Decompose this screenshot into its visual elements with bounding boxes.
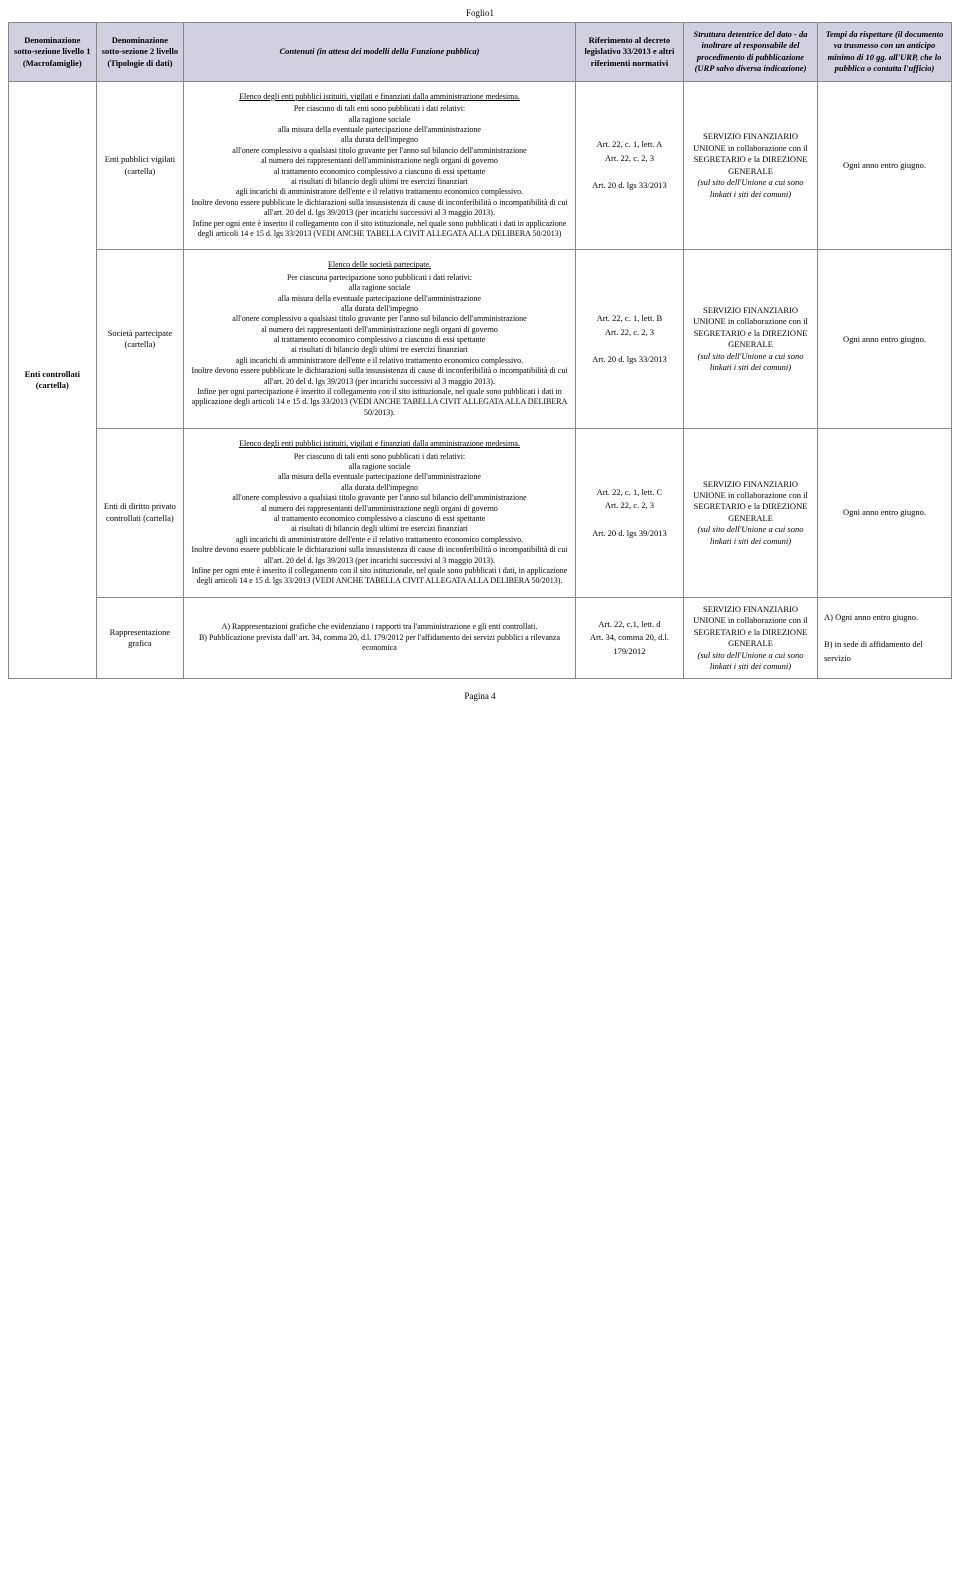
level2-cell: Società partecipate (cartella) <box>96 250 184 429</box>
content-body: A) Rappresentazioni grafiche che evidenz… <box>199 622 560 652</box>
header-col5: Struttura detentrice del dato - da inolt… <box>684 23 818 82</box>
content-cell: Elenco delle società partecipate. Per ci… <box>184 250 576 429</box>
header-col2: Denominazione sotto-sezione 2 livello (T… <box>96 23 184 82</box>
struttura-cell: SERVIZIO FINANZIARIO UNIONE in collabora… <box>684 597 818 679</box>
content-body: Per ciascuna partecipazione sono pubblic… <box>191 273 567 417</box>
table-row: Rappresentazione grafica A) Rappresentaz… <box>9 597 952 679</box>
struttura-cell: SERVIZIO FINANZIARIO UNIONE in collabora… <box>684 250 818 429</box>
table-row: Enti di diritto privato controllati (car… <box>9 429 952 597</box>
rif-cell: Art. 22, c.1, lett. dArt. 34, comma 20, … <box>575 597 683 679</box>
header-col6: Tempi da rispettare (il documento va tra… <box>817 23 951 82</box>
rif-cell: Art. 22, c. 1, lett. BArt. 22, c. 2, 3Ar… <box>575 250 683 429</box>
sheet-title: Foglio1 <box>8 8 952 18</box>
header-row: Denominazione sotto-sezione livello 1 (M… <box>9 23 952 82</box>
main-table: Denominazione sotto-sezione livello 1 (M… <box>8 22 952 679</box>
page-number: Pagina 4 <box>8 691 952 701</box>
tempi-cell: Ogni anno entro giugno. <box>817 81 951 249</box>
content-body: Per ciascuno di tali enti sono pubblicat… <box>191 104 567 238</box>
header-col4: Riferimento al decreto legislativo 33/20… <box>575 23 683 82</box>
level2-cell: Rappresentazione grafica <box>96 597 184 679</box>
struttura-cell: SERVIZIO FINANZIARIO UNIONE in collabora… <box>684 429 818 597</box>
tempi-cell: Ogni anno entro giugno. <box>817 250 951 429</box>
table-row: Società partecipate (cartella) Elenco de… <box>9 250 952 429</box>
tempi-cell: Ogni anno entro giugno. <box>817 429 951 597</box>
struttura-cell: SERVIZIO FINANZIARIO UNIONE in collabora… <box>684 81 818 249</box>
macrofam-cell: Enti controllati (cartella) <box>9 81 97 679</box>
content-cell: A) Rappresentazioni grafiche che evidenz… <box>184 597 576 679</box>
rif-cell: Art. 22, c. 1, lett. AArt. 22, c. 2, 3Ar… <box>575 81 683 249</box>
header-col3: Contenuti (in attesa dei modelli della F… <box>184 23 576 82</box>
level2-cell: Enti di diritto privato controllati (car… <box>96 429 184 597</box>
content-cell: Elenco degli enti pubblici istituiti, vi… <box>184 429 576 597</box>
content-body: Per ciascuno di tali enti sono pubblicat… <box>191 452 567 586</box>
table-row: Enti controllati (cartella) Enti pubblic… <box>9 81 952 249</box>
header-col1: Denominazione sotto-sezione livello 1 (M… <box>9 23 97 82</box>
content-cell: Elenco degli enti pubblici istituiti, vi… <box>184 81 576 249</box>
level2-cell: Enti pubblici vigilati (cartella) <box>96 81 184 249</box>
rif-cell: Art. 22, c. 1, lett. CArt. 22, c. 2, 3Ar… <box>575 429 683 597</box>
tempi-cell: A) Ogni anno entro giugno.B) in sede di … <box>817 597 951 679</box>
